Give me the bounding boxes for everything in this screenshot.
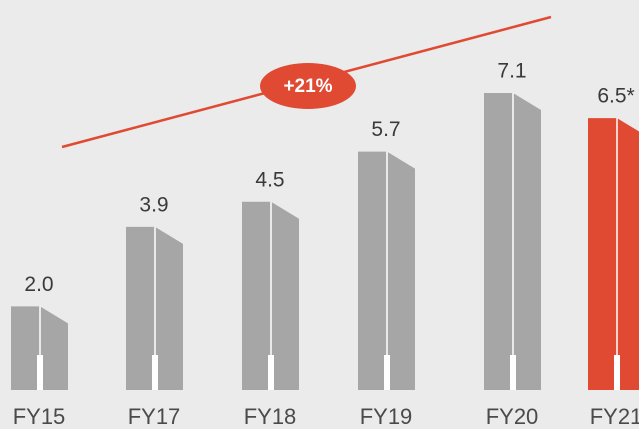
value-label: 4.5 [255,168,284,191]
bar-foot [37,355,43,390]
x-tick-label: FY20 [486,404,539,429]
value-label: 5.7 [371,118,400,141]
annotation-badge [260,63,356,109]
value-label: 3.9 [139,193,168,216]
value-label: 7.1 [497,60,526,83]
bar [588,118,639,390]
x-tick-label: FY15 [13,404,66,429]
bar-foot [384,355,390,390]
annotation: +21% [283,76,332,97]
x-tick-label: FY19 [360,404,413,429]
value-label: 2.0 [24,273,53,296]
value-label: 6.5* [597,85,634,108]
x-tick-label: FY17 [128,404,181,429]
bar-foot [614,355,620,390]
bar-foot [152,355,158,390]
bar-foot [268,355,274,390]
x-tick-label: FY18 [244,404,297,429]
bar-foot [510,355,516,390]
x-tick-label: FY21 [590,404,639,429]
